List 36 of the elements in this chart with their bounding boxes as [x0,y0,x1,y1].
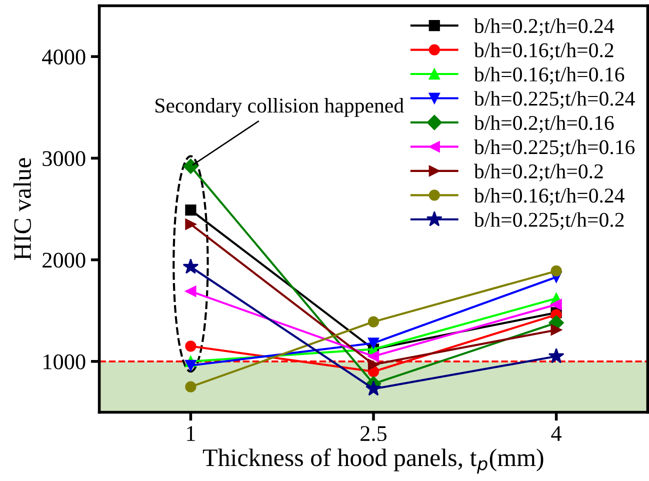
legend-label: b/h=0.2;t/h=0.24 [474,18,614,36]
point [185,381,196,392]
legend-label: b/h=0.16;t/h=0.2 [474,42,614,60]
point [368,358,380,370]
legend-label: b/h=0.225;t/h=0.24 [474,91,635,109]
point [368,350,380,362]
point [185,340,196,352]
legend-label: b/h=0.225;t/h=0.16 [474,140,635,158]
legend-label: b/h=0.16;t/h=0.24 [474,188,624,206]
legend-label: b/h=0.2;t/h=0.2 [474,164,603,182]
y-axis-title: HIC value [13,158,32,260]
y-tick-label: 1000 [44,354,86,370]
legend-label: b/h=0.2;t/h=0.16 [474,115,614,133]
point [185,204,196,216]
point [368,316,380,328]
point [550,265,562,277]
x-axis-title: Thickness of hood panels, t$_{p}$(mm) [202,448,544,474]
point [550,298,562,310]
legend-label: b/h=0.16;t/h=0.16 [474,66,624,85]
point [550,324,562,336]
y-tick-label: 4000 [42,50,86,65]
legend-label: b/h=0.225;t/h=0.2 [474,212,624,230]
x-tick-label: 2.5 [360,426,387,442]
y-tick-label: 2000 [42,252,86,268]
annotation: Secondary collision happened [156,98,404,117]
point [185,360,196,372]
point [368,338,380,349]
y-tick-label: 3000 [42,151,86,166]
x-tick-label: 4 [551,426,562,441]
point [185,286,196,297]
point [183,158,198,174]
point [548,348,564,364]
point [182,258,199,274]
x-tick-label: 1 [187,426,195,441]
point [185,218,196,230]
point [366,380,382,396]
